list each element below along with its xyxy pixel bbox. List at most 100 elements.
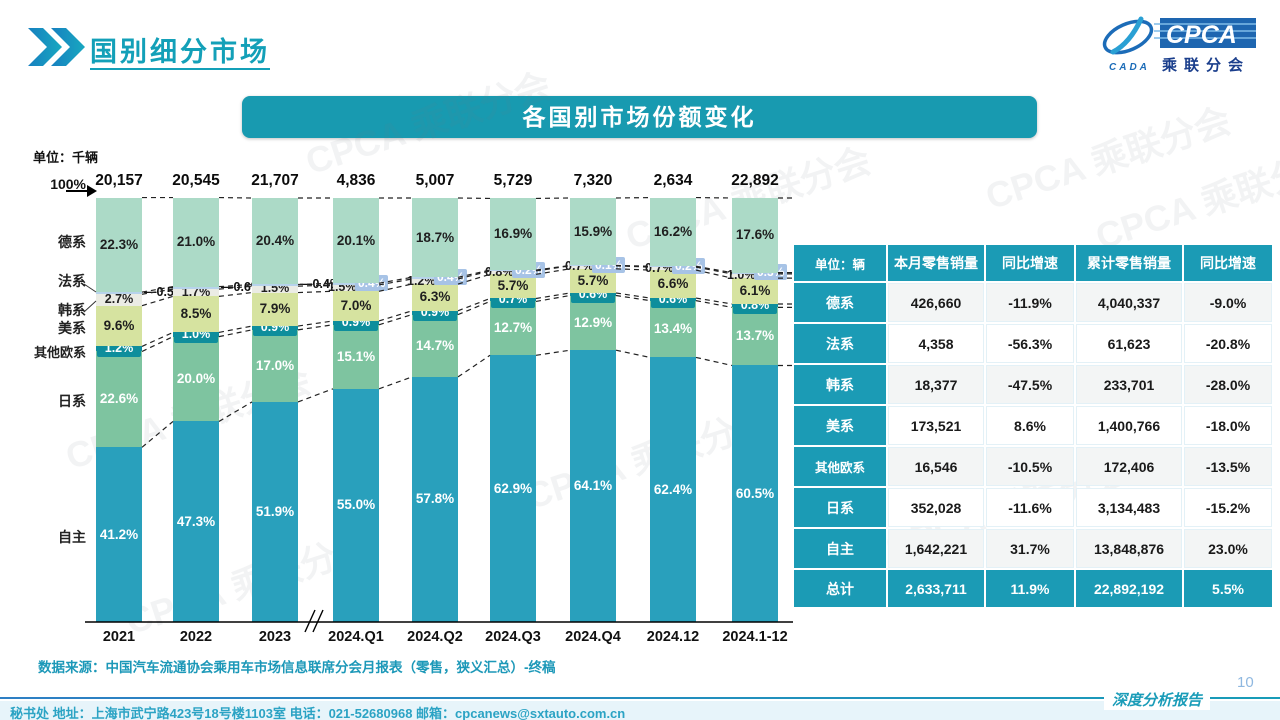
bar-total: 5,007 xyxy=(415,172,455,189)
bar-segment xyxy=(173,286,219,290)
watermark: CPCA 乘联分会 xyxy=(980,99,1236,218)
table-cell: 13,848,876 xyxy=(1076,529,1182,568)
bar-segment xyxy=(96,294,142,306)
x-axis-label: 2022 xyxy=(179,629,213,645)
x-axis-label: 2024.Q1 xyxy=(328,629,384,645)
segment-label: 7.0% xyxy=(340,298,372,314)
table-row: 法系 4,358 -56.3% 61,623 -20.8% xyxy=(794,324,1272,363)
segment-label: 6.3% xyxy=(419,289,451,305)
table-cell: -47.5% xyxy=(986,365,1074,404)
x-axis-label: 2024.12 xyxy=(646,629,700,645)
row-label: 日系 xyxy=(794,488,886,527)
table-row: 韩系 18,377 -47.5% 233,701 -28.0% xyxy=(794,365,1272,404)
bar-total: 5,729 xyxy=(493,172,533,189)
bar-segment xyxy=(252,329,298,402)
table-row: 总计 2,633,711 11.9% 22,892,192 5.5% xyxy=(794,570,1272,607)
bar-segment xyxy=(490,301,536,356)
logo-subtitle: 乘联分会 xyxy=(1161,56,1250,74)
segment-label: 62.9% xyxy=(493,480,533,496)
bar-total: 2,634 xyxy=(653,172,693,189)
bar-segment xyxy=(732,278,778,304)
row-label: 其他欧系 xyxy=(794,447,886,486)
data-source-note: 数据来源：中国汽车流通协会乘用车市场信息联席分会月报表（零售，狭义汇总）-终稿 xyxy=(38,660,556,675)
segment-label: 55.0% xyxy=(336,497,376,513)
segment-label: 5.7% xyxy=(577,272,609,288)
segment-label: 13.4% xyxy=(653,321,693,337)
row-label: 总计 xyxy=(794,570,886,607)
bar-segment xyxy=(570,268,616,293)
segment-label: 17.6% xyxy=(735,227,775,243)
table-cell: 23.0% xyxy=(1184,529,1272,568)
segment-label: 20.1% xyxy=(336,232,376,248)
x-axis-label: 2024.Q3 xyxy=(485,629,541,645)
table-cell: 31.7% xyxy=(986,529,1074,568)
bar-segment xyxy=(333,388,379,622)
bar-segment xyxy=(732,365,778,622)
x-axis-label: 2024.1-12 xyxy=(722,629,788,645)
segment-label: 21.0% xyxy=(176,234,216,250)
segment-label: 57.8% xyxy=(415,491,455,507)
segment-label: 22.3% xyxy=(99,236,139,252)
segment-label: 2.7% xyxy=(104,291,134,306)
bar-segment xyxy=(570,198,616,266)
chart-banner-title: 各国别市场份额变化 xyxy=(242,96,1037,138)
bar-segment xyxy=(732,307,778,366)
table-row: 美系 173,521 8.6% 1,400,766 -18.0% xyxy=(794,406,1272,445)
segment-label: 6.6% xyxy=(657,276,689,292)
table-row: 德系 426,660 -11.9% 4,040,337 -9.0% xyxy=(794,283,1272,322)
table-cell: -56.3% xyxy=(986,324,1074,363)
row-label: 法系 xyxy=(794,324,886,363)
logo-cpca-text: CPCA xyxy=(1166,21,1237,49)
bar-segment xyxy=(412,314,458,377)
bar-segment xyxy=(490,198,536,271)
chart-unit-label: 单位：千辆 xyxy=(33,150,99,165)
summary-table: 单位：辆 本月零售销量 同比增速 累计零售销量 同比增速 德系 426,660 -1… xyxy=(792,243,1274,609)
bar-segment xyxy=(252,284,298,287)
segment-label: 16.2% xyxy=(653,223,693,239)
axis-label-其他欧系: 其他欧系 xyxy=(33,345,86,360)
x-axis-label: 2023 xyxy=(258,629,292,645)
bottom-rule xyxy=(0,697,1280,699)
segment-label: 17.0% xyxy=(255,357,295,373)
table-cell: -18.0% xyxy=(1184,406,1272,445)
bar-total: 4,836 xyxy=(336,172,376,189)
page-title: 国别细分市场 xyxy=(90,37,270,67)
axis-label-法系: 法系 xyxy=(58,273,86,289)
bar-segment xyxy=(412,376,458,622)
bar-segment xyxy=(732,198,778,273)
footer-bar xyxy=(0,701,1280,720)
bar-segment xyxy=(412,284,458,311)
axis-label-德系: 德系 xyxy=(58,234,86,250)
table-cell: -10.5% xyxy=(986,447,1074,486)
segment-label: 5.7% xyxy=(497,278,529,294)
report-type-label: 深度分析报告 xyxy=(1104,689,1211,710)
bar-segment xyxy=(252,198,298,285)
segment-label: 20.0% xyxy=(176,371,216,387)
bar-segment xyxy=(173,336,219,422)
segment-label: 13.7% xyxy=(735,328,775,344)
table-cell: -28.0% xyxy=(1184,365,1272,404)
table-row: 自主 1,642,221 31.7% 13,848,876 23.0% xyxy=(794,529,1272,568)
segment-label: 14.7% xyxy=(415,337,455,353)
segment-label: 7.9% xyxy=(259,301,291,317)
watermark: CPCA 乘联分会 xyxy=(1090,139,1280,258)
table-cell: 233,701 xyxy=(1076,365,1182,404)
bar-segment xyxy=(490,355,536,622)
bar-segment xyxy=(333,324,379,389)
table-row: 日系 352,028 -11.6% 3,134,483 -15.2% xyxy=(794,488,1272,527)
table-cell: 173,521 xyxy=(888,406,984,445)
table-cell: 4,040,337 xyxy=(1076,283,1182,322)
table-cell: -13.5% xyxy=(1184,447,1272,486)
table-cell: 11.9% xyxy=(986,570,1074,607)
bar-segment xyxy=(252,292,298,327)
bar-segment xyxy=(570,295,616,351)
bar-segment xyxy=(490,274,536,299)
table-cell: 172,406 xyxy=(1076,447,1182,486)
segment-label: 47.3% xyxy=(176,513,216,529)
bar-segment xyxy=(173,289,219,297)
table-cell: 1,642,221 xyxy=(888,529,984,568)
segment-label: 6.1% xyxy=(739,283,771,299)
table-cell: -11.9% xyxy=(986,283,1074,322)
segment-label: 60.5% xyxy=(735,485,775,501)
x-axis-label: 2021 xyxy=(102,629,136,645)
